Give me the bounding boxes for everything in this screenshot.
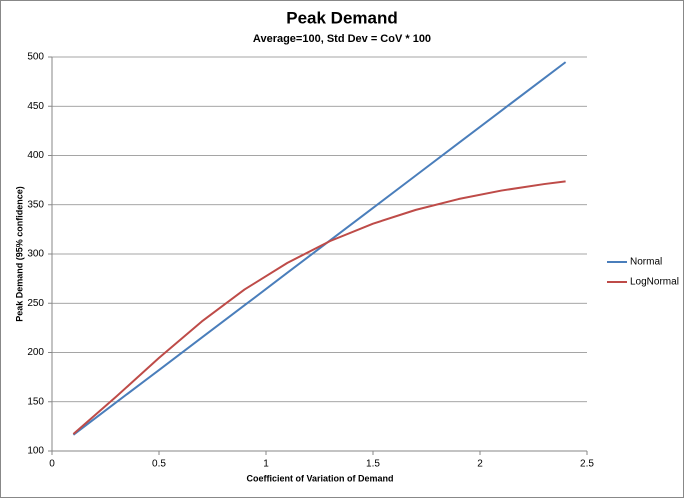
chart-title: Peak Demand (286, 8, 398, 27)
x-tick-label: 1.5 (366, 459, 380, 470)
y-tick-label: 400 (27, 150, 44, 161)
x-tick-label: 1 (263, 459, 269, 470)
y-tick-label: 100 (27, 446, 44, 457)
chart-subtitle: Average=100, Std Dev = CoV * 100 (253, 33, 431, 45)
y-tick-label: 300 (27, 249, 44, 260)
x-tick-label: 2 (477, 459, 483, 470)
y-tick-label: 250 (27, 298, 44, 309)
y-axis-label: Peak Demand (95% confidence) (14, 186, 24, 322)
y-tick-label: 150 (27, 396, 44, 407)
y-tick-label: 350 (27, 199, 44, 210)
x-tick-label: 2.5 (580, 459, 594, 470)
legend-label: LogNormal (630, 277, 679, 288)
x-tick-label: 0.5 (152, 459, 166, 470)
x-axis-label: Coefficient of Variation of Demand (246, 473, 393, 483)
legend-label: Normal (630, 257, 662, 268)
y-tick-label: 450 (27, 101, 44, 112)
y-tick-label: 500 (27, 52, 44, 63)
series-line (72, 180, 566, 435)
y-tick-label: 200 (27, 347, 44, 358)
x-tick-label: 0 (49, 459, 55, 470)
